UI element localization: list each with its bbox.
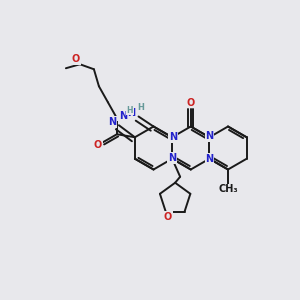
Text: O: O [187, 98, 195, 107]
Text: N: N [128, 109, 136, 118]
Text: CH₃: CH₃ [218, 184, 238, 194]
Text: N: N [108, 117, 116, 127]
Text: N: N [119, 111, 127, 121]
Text: N: N [205, 131, 213, 141]
Text: O: O [72, 54, 80, 64]
Text: O: O [94, 140, 102, 150]
Text: N: N [168, 153, 176, 163]
Text: N: N [205, 154, 213, 164]
Text: H: H [118, 112, 124, 121]
Text: H: H [127, 106, 133, 115]
Text: O: O [164, 212, 172, 222]
Text: N: N [169, 132, 177, 142]
Text: H: H [137, 103, 144, 112]
